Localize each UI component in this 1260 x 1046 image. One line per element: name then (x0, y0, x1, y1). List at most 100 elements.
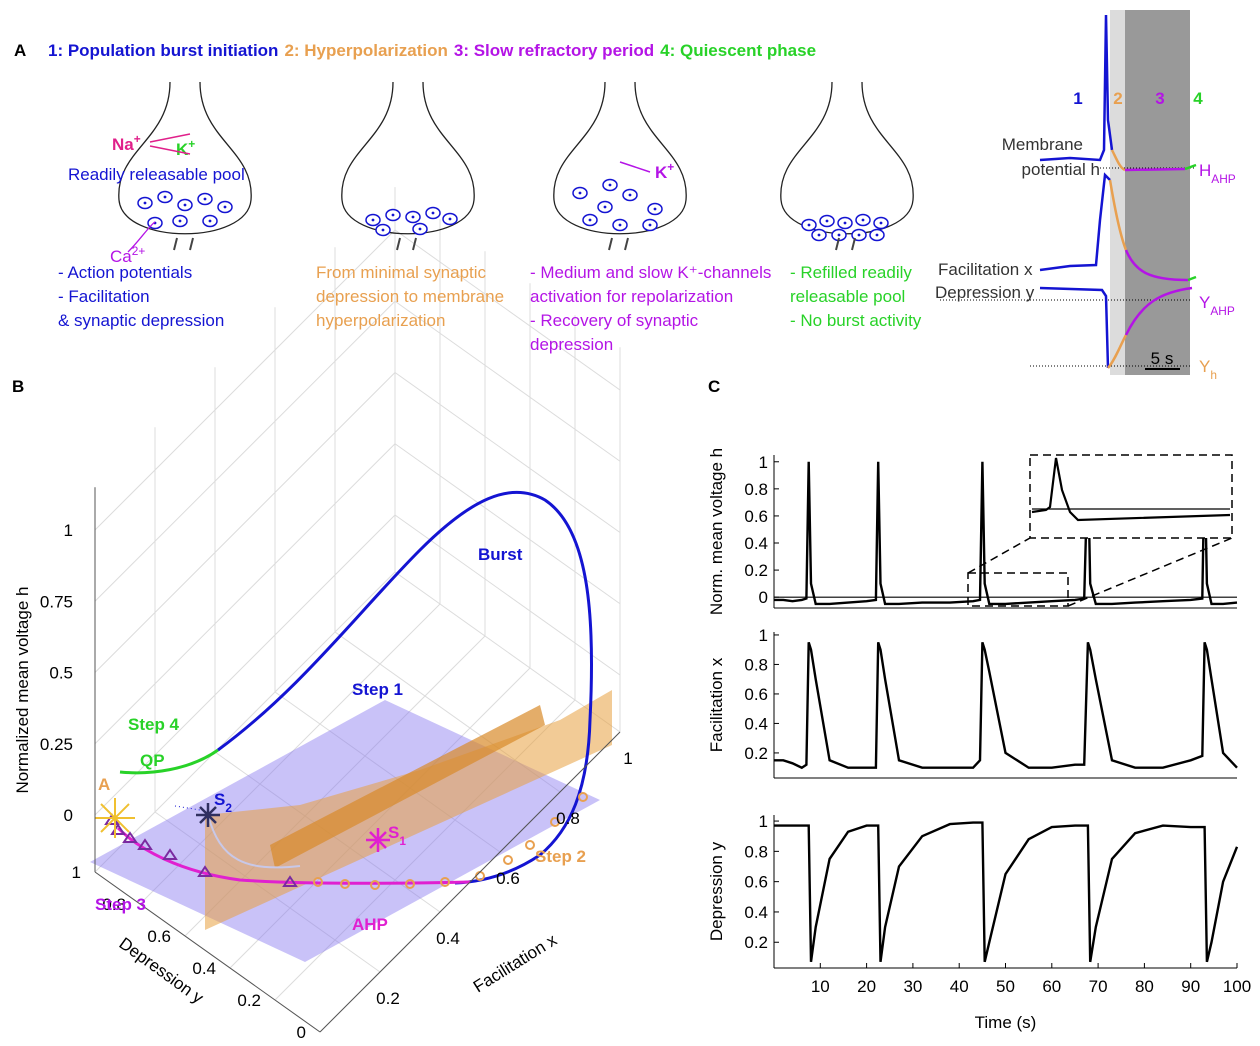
trace-h (1110, 149, 1126, 172)
z-tick-label: 1 (64, 521, 73, 540)
ion-ca: Ca2+ (110, 244, 145, 266)
vesicle-dot (588, 218, 592, 222)
ion-na: Na+ (112, 132, 141, 154)
ion-k: K+ (176, 137, 195, 159)
vesicle-dot (653, 207, 657, 211)
vesicle-dot (843, 221, 847, 225)
y-tick-label: 0.4 (744, 903, 768, 922)
zoom-source (967, 572, 1069, 607)
annotation: Step 1 (352, 680, 403, 699)
x-tick-label: 40 (950, 977, 969, 996)
x-tick-label: 60 (1042, 977, 1061, 996)
ion-ca-base: Ca (110, 247, 132, 266)
trace-y (1107, 334, 1128, 369)
phase-label: 2: Hyperpolarization (284, 41, 447, 60)
z-axis-label: Normalized mean voltage h (13, 587, 32, 794)
marker (370, 880, 380, 890)
synapse-outline (118, 81, 252, 235)
vesicle-dot (448, 217, 452, 221)
vesicle-dot (879, 221, 883, 225)
y-axis-label: Facilitation x (707, 657, 726, 752)
trace-label: Depression y (935, 283, 1035, 302)
pool-label: Readily releasable pool (68, 165, 245, 184)
grid-line (94, 571, 396, 873)
star-s2 (196, 803, 220, 827)
phase-description: From minimal synaptic (316, 263, 487, 282)
series-line (774, 641, 1238, 770)
vesicle-dot (857, 233, 861, 237)
x-tick-label: 1 (623, 749, 632, 768)
level-y-h-sub: h (1210, 368, 1217, 382)
release-arrow (608, 237, 629, 251)
ion-k3: K+ (655, 160, 674, 182)
x-tick-label: 90 (1181, 977, 1200, 996)
series-line (774, 821, 1239, 963)
vesicle-dot (603, 205, 607, 209)
trace-y (1039, 286, 1110, 369)
phase-description: - Recovery of synaptic (530, 311, 699, 330)
y-tick-label: 0 (297, 1023, 306, 1042)
z-tick-label: 0.5 (49, 664, 73, 683)
phase-space-surfaces (90, 690, 612, 962)
star-s1 (366, 828, 390, 852)
vesicle-dot (578, 191, 582, 195)
x-tick-label: 30 (903, 977, 922, 996)
marker (405, 879, 415, 889)
y-tick-label: 0.2 (744, 933, 768, 952)
phase-description: - Facilitation (58, 287, 150, 306)
axis-line (94, 871, 321, 1033)
y-tick-label: 0.8 (744, 655, 768, 674)
level-y-ahp-base: Y (1199, 293, 1210, 312)
y-tick-label: 0.6 (147, 927, 171, 946)
ion-na-base: Na (112, 135, 134, 154)
level-y-ahp-sub: AHP (1210, 304, 1235, 318)
level-y-h: Yh (1199, 357, 1217, 382)
vesicle-dot (648, 223, 652, 227)
y-tick-label: 1 (759, 453, 768, 472)
trace-x (1039, 172, 1111, 272)
panel-letter: B (12, 377, 24, 396)
synapse-outline (341, 81, 475, 235)
vesicle-dot (817, 233, 821, 237)
synapse-outline (553, 81, 687, 235)
grid-line (274, 691, 501, 853)
y-tick-label: 0.4 (744, 714, 768, 733)
phase-number: 4 (1193, 89, 1203, 108)
y-tick-label: 1 (72, 863, 81, 882)
nullsurface-orange (205, 690, 612, 930)
nullsurface-strip (270, 705, 545, 868)
trajectory-ahp (116, 826, 471, 885)
stable-branch (207, 814, 301, 869)
y-tick-label: 1 (759, 626, 768, 645)
star (95, 798, 135, 838)
z-tick-label: 0.25 (40, 735, 73, 754)
annotation-base: S (388, 823, 399, 842)
vesicle-dot (411, 215, 415, 219)
ion-k3-base: K (655, 163, 668, 182)
panel-letter: C (708, 377, 720, 396)
level-h-ahp: HAHP (1199, 161, 1236, 186)
zoom-inset (1029, 454, 1233, 539)
trace-x (1124, 249, 1189, 282)
phase-number: 2 (1113, 89, 1122, 108)
vesicle-dot (371, 218, 375, 222)
vesicle-dot (618, 223, 622, 227)
x-tick-label: 80 (1135, 977, 1154, 996)
annotation-sub: 2 (225, 801, 232, 815)
vesicle-dot (875, 233, 879, 237)
vesicle-dot (807, 223, 811, 227)
vesicle-dot (431, 211, 435, 215)
phase-number: 1 (1073, 89, 1082, 108)
y-tick-label: 0.2 (237, 991, 261, 1010)
vesicle-dot (861, 218, 865, 222)
y-tick-label: 0.2 (744, 744, 768, 763)
annotation-sub: 1 (399, 834, 406, 848)
panel-letter: A (14, 41, 26, 60)
phase-legend: 1: Population burst initiation 2: Hyperpo… (48, 41, 816, 60)
ion-arrow (127, 221, 156, 253)
y-tick-label: 0.8 (744, 842, 768, 861)
marker (313, 877, 323, 887)
annotation: AHP (352, 915, 388, 934)
trace-label: Membrane (1002, 135, 1083, 154)
marker (525, 840, 535, 850)
